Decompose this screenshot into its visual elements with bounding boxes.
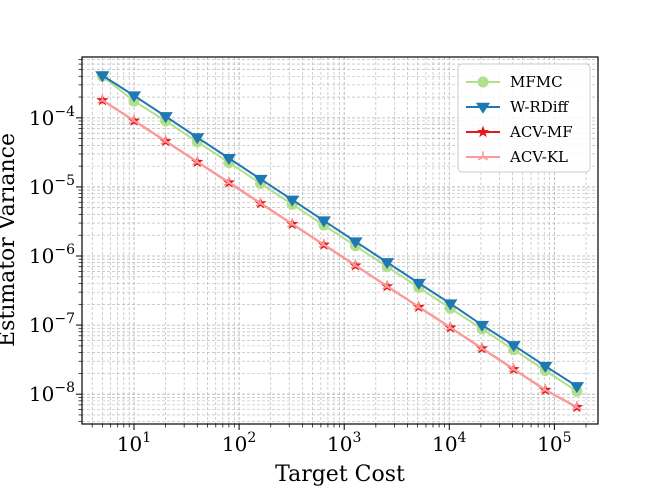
series-acv-kl	[97, 94, 583, 411]
y-tick-label-base: 10	[29, 175, 54, 199]
y-axis-label: Estimator Variance	[0, 133, 20, 347]
y-tick-label: 10−8	[29, 380, 75, 406]
legend-label: ACV-KL	[509, 148, 568, 166]
series-line	[101, 75, 578, 393]
data-point	[253, 174, 268, 186]
series-line	[101, 74, 578, 388]
tick-marks	[76, 59, 587, 430]
y-tick-label: 10−7	[29, 311, 75, 337]
data-point	[443, 299, 458, 311]
data-point	[379, 258, 395, 270]
data-point	[316, 216, 331, 228]
x-axis-label: Target Cost	[275, 462, 405, 487]
x-tick-label-exponent: 3	[352, 430, 361, 446]
plot-frame	[81, 56, 599, 425]
legend-label: ACV-MF	[509, 123, 573, 141]
data-point	[381, 280, 393, 290]
x-tick-labels: 101 102 103 104 105	[117, 430, 572, 456]
legend-marker	[477, 151, 489, 161]
data-point	[160, 135, 171, 145]
x-tick-label-exponent: 5	[563, 430, 572, 446]
series-w-rdiff	[95, 71, 585, 394]
y-tick-label: 10−5	[29, 173, 75, 199]
data-point	[95, 71, 110, 83]
y-tick-label-exponent: −8	[54, 380, 75, 396]
legend-label: MFMC	[510, 73, 563, 91]
data-point	[223, 176, 235, 186]
legend-entry-acv-mf: ACV-MF	[466, 123, 573, 141]
x-tick-label-base: 10	[327, 432, 352, 456]
data-point	[538, 361, 553, 373]
data-point	[348, 237, 363, 249]
series-line	[101, 99, 578, 409]
data-point	[350, 259, 361, 269]
y-tick-label-exponent: −5	[54, 173, 75, 189]
legend-entry-mfmc: MFMC	[466, 73, 563, 91]
y-tick-label: 10−6	[29, 242, 75, 268]
legend-entry-w-rdiff: W-RDiff	[466, 98, 570, 116]
data-point	[192, 156, 203, 166]
data-point	[190, 133, 205, 145]
legend-marker	[475, 102, 491, 114]
x-tick-label-base: 10	[222, 432, 247, 456]
data-point	[571, 401, 583, 411]
y-tick-label-base: 10	[29, 382, 54, 406]
data-point	[411, 278, 426, 290]
series-layer	[95, 70, 585, 413]
legend: MFMC W-RDiff ACV-MF ACV-KL	[457, 63, 591, 173]
data-point	[158, 112, 173, 124]
y-tick-label-base: 10	[29, 106, 54, 130]
legend-label: W-RDiff	[510, 98, 570, 116]
data-point	[287, 218, 298, 228]
y-tick-label-exponent: −7	[54, 311, 75, 327]
x-tick-label-exponent: 4	[458, 430, 467, 446]
x-tick-label-exponent: 2	[247, 430, 256, 446]
data-point	[97, 94, 108, 104]
y-tick-label-base: 10	[29, 244, 54, 268]
legend-marker	[477, 76, 489, 88]
data-point	[506, 341, 521, 353]
data-point	[221, 154, 237, 166]
legend-entry-acv-kl: ACV-KL	[466, 148, 568, 166]
y-tick-labels: 10−810−710−610−510−4	[29, 104, 75, 406]
y-tick-label-exponent: −4	[54, 104, 75, 120]
data-point	[508, 363, 519, 373]
data-point	[255, 197, 266, 207]
data-point	[126, 91, 142, 103]
x-tick-label: 103	[327, 430, 361, 456]
data-point	[445, 322, 456, 332]
x-tick-label-base: 10	[432, 432, 457, 456]
data-point	[476, 342, 488, 352]
data-point	[318, 239, 329, 249]
legend-box	[457, 63, 591, 173]
data-point	[285, 195, 300, 207]
data-point	[413, 301, 424, 311]
x-tick-label-base: 10	[117, 432, 142, 456]
legend-marker	[476, 125, 490, 138]
y-tick-label-exponent: −6	[54, 242, 75, 258]
y-tick-label: 10−4	[29, 104, 75, 130]
x-tick-label: 104	[432, 430, 466, 456]
data-point	[540, 384, 551, 394]
x-tick-label: 102	[222, 430, 256, 456]
x-tick-label-exponent: 1	[142, 430, 151, 446]
data-point	[128, 115, 140, 125]
y-tick-label-base: 10	[29, 313, 54, 337]
x-tick-label-base: 10	[537, 432, 562, 456]
data-point	[474, 320, 490, 332]
data-point	[569, 382, 585, 394]
x-tick-label: 101	[117, 430, 151, 456]
x-tick-label: 105	[537, 430, 571, 456]
